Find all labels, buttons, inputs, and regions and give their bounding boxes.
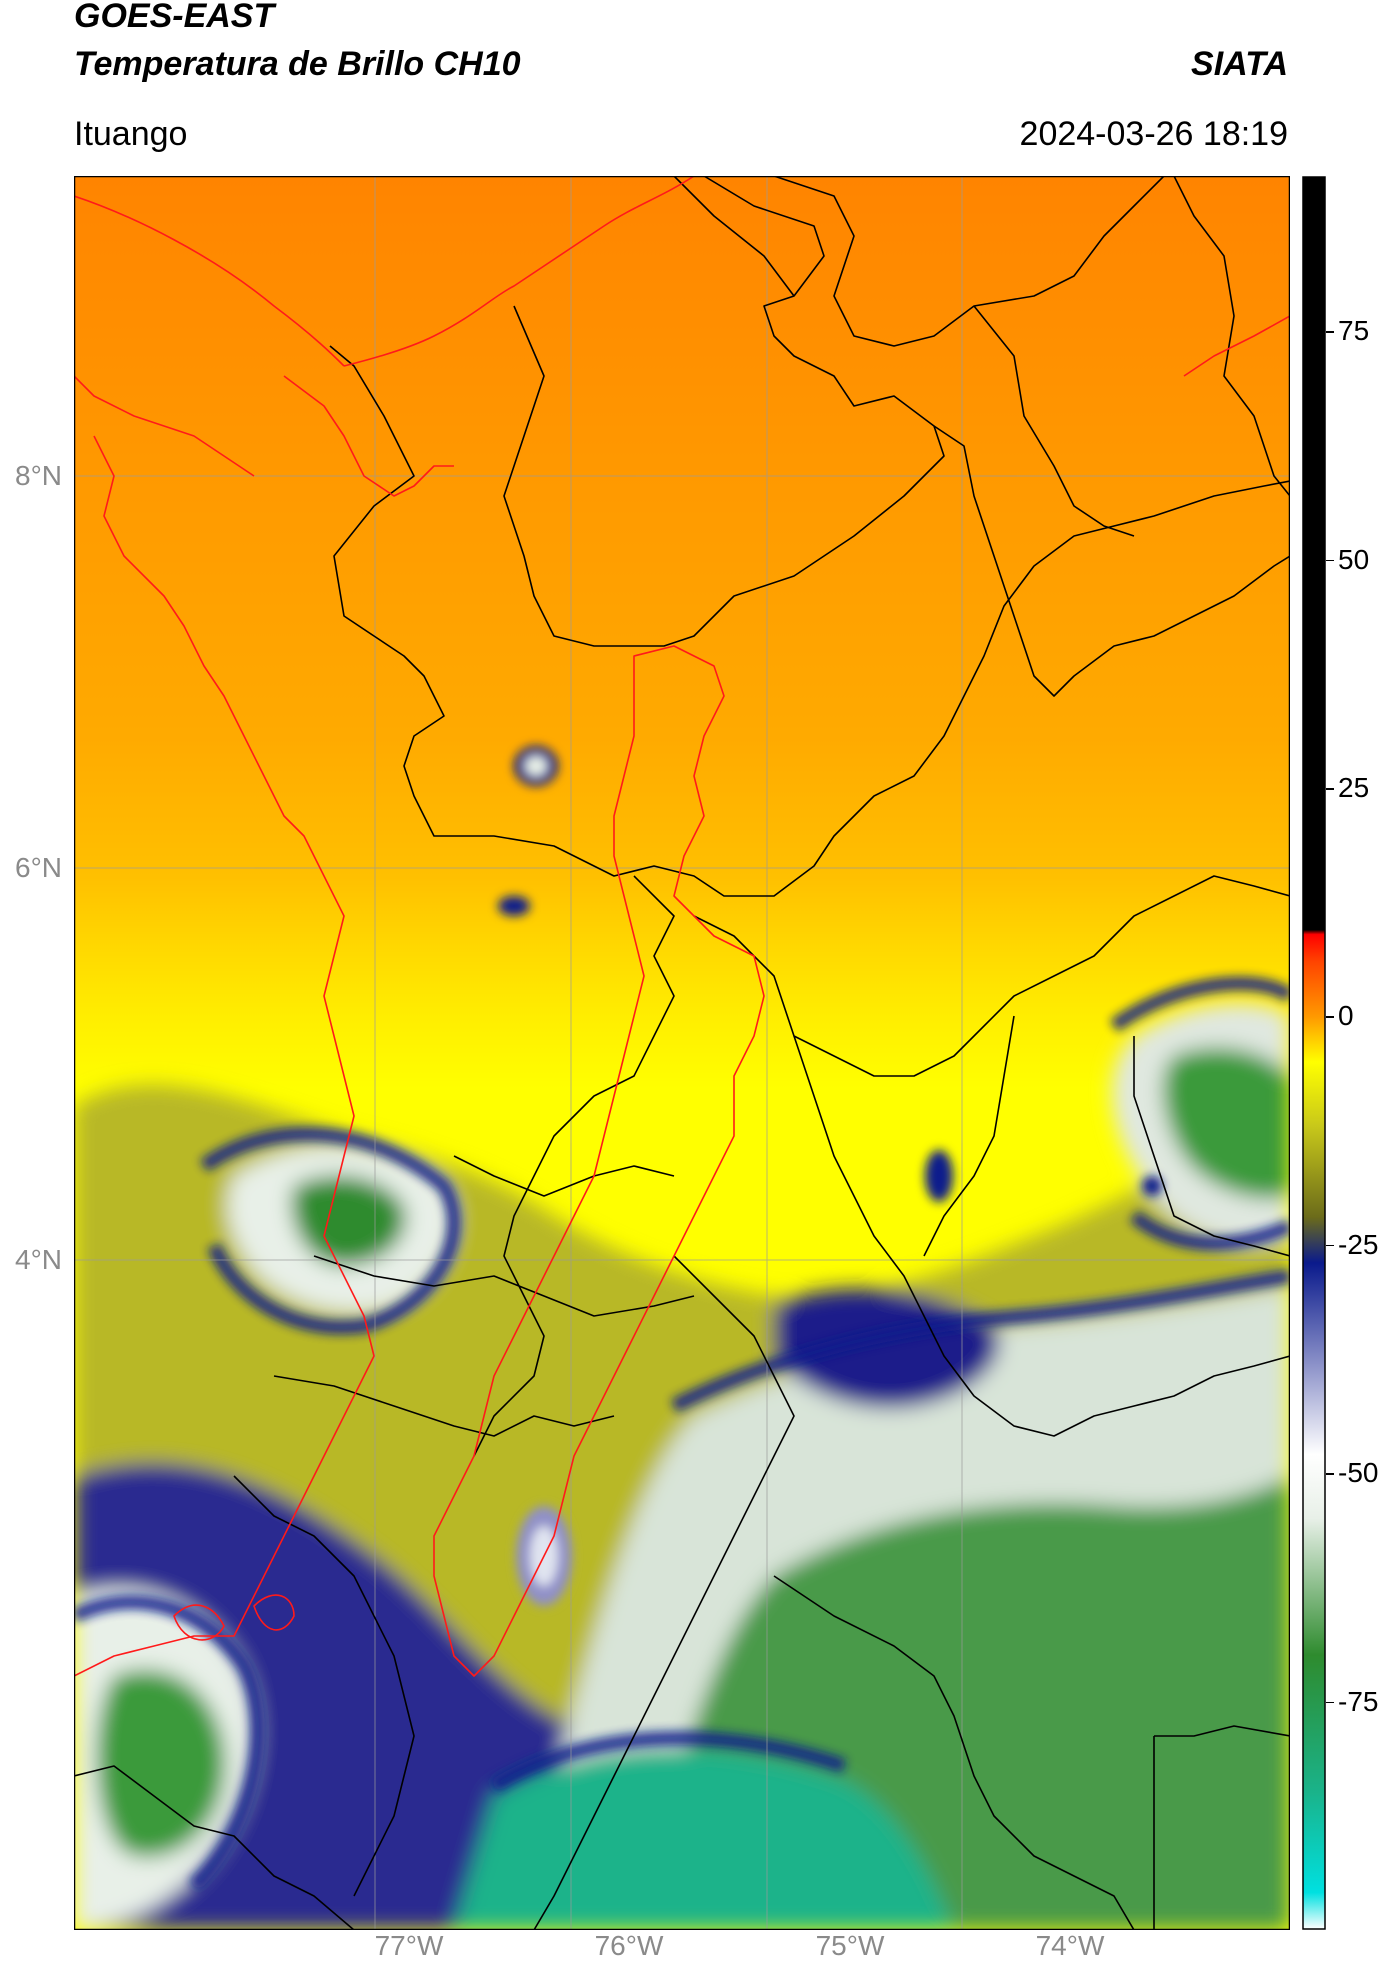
colorbar-tick-mark <box>1326 1244 1334 1247</box>
colorbar-tick-mark <box>1326 559 1334 562</box>
lon-label-74w: 74°W <box>1035 1930 1105 1961</box>
graticule <box>74 176 1290 1930</box>
colorbar-tick-mark <box>1326 1473 1334 1475</box>
colorbar-tick-label: -50 <box>1338 1457 1379 1489</box>
region-label: Ituango <box>74 115 188 153</box>
lon-label-75w: 75°W <box>815 1930 885 1961</box>
lon-label-77w: 77°W <box>374 1930 444 1961</box>
lon-label-76w: 76°W <box>594 1930 664 1961</box>
colorbar-tick-mark <box>1326 788 1334 790</box>
colorbar-tick-mark <box>1326 1701 1334 1704</box>
colorbar-tick-label: 75 <box>1338 315 1370 347</box>
brightness-temperature-map <box>74 176 1290 1930</box>
coastline-and-basin <box>74 176 1290 1677</box>
department-boundaries <box>74 176 1290 1930</box>
colorbar-tick-label: -25 <box>1338 1228 1379 1260</box>
title-satellite: GOES-EAST <box>74 0 275 35</box>
colorbar-tick-label: -75 <box>1338 1685 1379 1717</box>
colorbar-tick-label: 0 <box>1338 1000 1354 1032</box>
colorbar-tick-label: 25 <box>1338 772 1370 804</box>
colorbar-tick-label: 50 <box>1338 543 1370 575</box>
lat-label-6n: 6°N <box>15 852 62 883</box>
timestamp-label: 2024-03-26 18:19 <box>1019 115 1288 153</box>
title-product: Temperatura de Brillo CH10 <box>74 45 521 83</box>
navy-cloud-edges <box>74 976 1290 1891</box>
brand-label: SIATA <box>1191 45 1288 83</box>
colorbar-tick-mark <box>1326 331 1334 333</box>
lat-label-8n: 8°N <box>15 460 62 491</box>
colorbar-tick-mark <box>1326 1016 1334 1018</box>
colorbar <box>1302 176 1326 1930</box>
lat-label-4n: 4°N <box>15 1244 62 1275</box>
convective-clouds <box>74 1002 1290 1930</box>
